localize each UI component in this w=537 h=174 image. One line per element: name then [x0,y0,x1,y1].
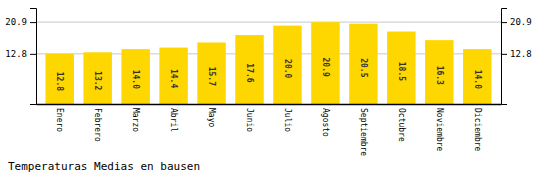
data-label: 20.5 [359,58,368,77]
y-tick-mark [30,54,36,55]
y-tick-mark [30,22,36,23]
x-tick-label: Noviembre [435,108,444,152]
title: Temperaturas Medias en bausen [8,160,200,173]
y2-tick-mark [501,22,507,23]
x-tick: Enero [55,104,64,132]
x-tick: Julio [283,104,292,132]
y-tick-label: 12.8 [5,49,27,59]
x-axis: Enero Febrero Marzo Abril Mayo Junio Julio Agos… [37,104,502,156]
x-tick-label: Mayo [207,108,216,127]
y2-tick-label: 12.8 [510,49,532,59]
y2-tick-label: 20.9 [510,17,532,27]
y2-axis: 12.8 20.9 [501,9,532,105]
bar [387,32,415,104]
y-tick-label: 20.9 [5,17,27,27]
x-tick-label: Agosto [321,108,330,137]
x-tick-label: Septiembre [359,108,368,156]
x-tick: Junio [245,104,254,132]
data-label: 14.4 [169,69,178,88]
data-label: 12.8 [55,72,64,91]
x-axis-line [37,104,502,106]
bar [349,24,377,104]
x-tick: Mayo [207,104,216,127]
grid-line [36,22,501,23]
bar [463,49,491,104]
bar [311,22,339,104]
chart: 12.8 13.2 14.0 14.4 15.7 17.6 20.0 20.9 20.5 18.5… [0,0,537,174]
data-label: 14.0 [473,70,482,89]
data-labels: 12.8 13.2 14.0 14.4 15.7 17.6 20.0 20.9 20.5 18.5… [55,58,482,92]
x-tick-label: Marzo [131,108,140,132]
x-tick-label: Abril [169,108,178,132]
x-tick: Septiembre [359,104,368,156]
y-axis-line [30,9,37,105]
x-tick-label: Febrero [93,108,102,142]
data-label: 16.3 [435,66,444,85]
plot: 12.8 13.2 14.0 14.4 15.7 17.6 20.0 20.9 20.5 18.5… [5,9,531,157]
x-tick-label: Octubre [397,108,406,142]
y-tick: 12.8 [5,49,36,59]
bar [273,26,301,104]
bar [45,54,73,104]
x-tick: Diciembre [473,104,482,152]
y2-tick: 20.9 [501,17,532,27]
data-label: 13.2 [93,71,102,90]
bar [121,49,149,104]
x-tick: Abril [169,104,178,132]
bars [45,22,491,104]
x-tick-label: Enero [55,108,64,132]
y2-tick-mark [501,54,507,55]
y-axis: 12.8 20.9 [5,9,36,105]
x-tick-label: Diciembre [473,108,482,152]
y2-axis-line [502,9,508,105]
data-label: 15.7 [207,67,216,86]
x-tick-label: Julio [283,108,292,132]
data-label: 20.9 [321,58,330,77]
bar [425,40,453,104]
bar [197,42,225,104]
x-tick: Febrero [93,104,102,142]
x-tick: Marzo [131,104,140,132]
bar [235,35,263,104]
y-tick: 20.9 [5,17,36,27]
x-tick: Noviembre [435,104,444,152]
data-label: 18.5 [397,62,406,81]
data-label: 14.0 [131,70,140,89]
data-label: 17.6 [245,63,254,82]
y2-tick: 12.8 [501,49,532,59]
x-tick: Agosto [321,104,330,137]
bar [159,48,187,104]
x-tick: Octubre [397,104,406,142]
bar [83,52,111,104]
x-tick-label: Junio [245,108,254,132]
data-label: 20.0 [283,59,292,78]
